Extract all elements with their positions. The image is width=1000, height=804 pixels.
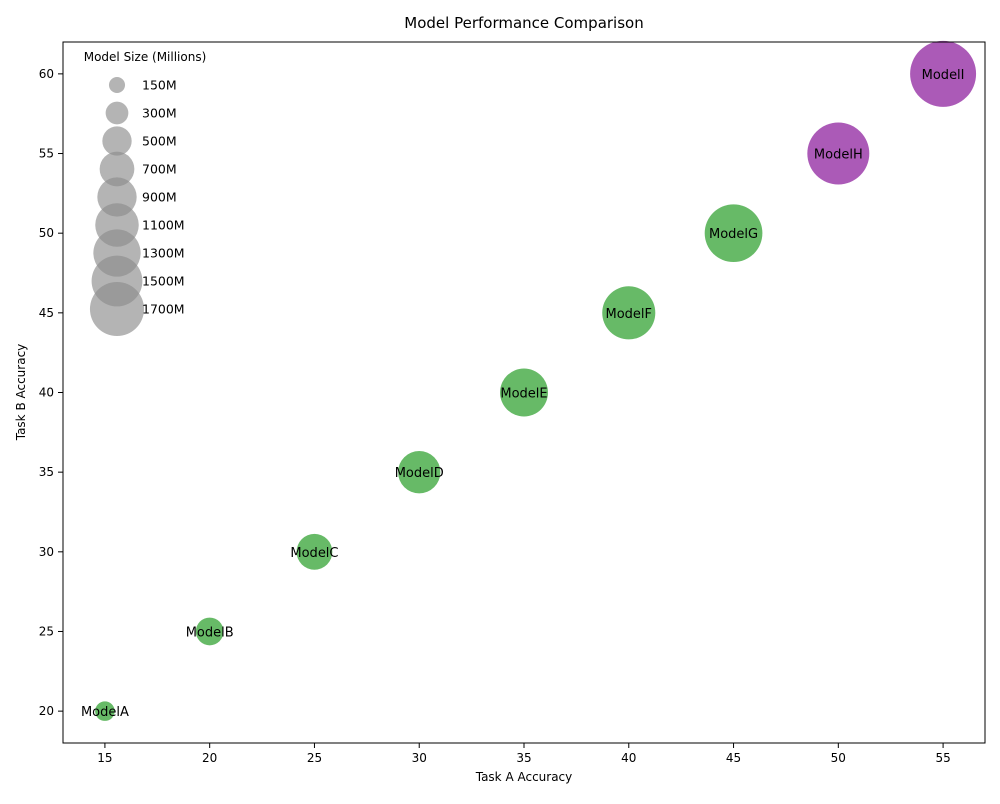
- plot-area: ModelA ModelB ModelC ModelD ModelE ModelF Mode…: [81, 40, 977, 721]
- data-point: [602, 286, 656, 340]
- legend-marker: [108, 76, 126, 94]
- data-point: [398, 450, 441, 494]
- chart-title: Model Performance Comparison: [404, 14, 643, 32]
- data-point: [500, 368, 548, 417]
- y-tick-label: 45: [39, 306, 54, 320]
- x-axis-label: Task A Accuracy: [475, 770, 573, 784]
- point-label: ModelE: [500, 387, 547, 402]
- data-point: [807, 122, 870, 185]
- legend-marker: [89, 281, 145, 337]
- point-label: ModelH: [814, 148, 863, 163]
- point-label: ModelA: [81, 705, 129, 720]
- legend-entry-label: 500M: [142, 134, 177, 149]
- data-point: [296, 533, 333, 570]
- legend-title: Model Size (Millions): [84, 50, 207, 64]
- x-tick-label: 30: [412, 751, 427, 765]
- y-tick-label: 30: [39, 545, 54, 559]
- y-tick-label: 35: [39, 465, 54, 479]
- legend-entry-label: 900M: [142, 190, 177, 205]
- x-tick-label: 35: [516, 751, 531, 765]
- x-tick-label: 50: [831, 751, 846, 765]
- point-label: ModelD: [395, 466, 444, 481]
- y-tick-label: 40: [39, 386, 54, 400]
- data-point: [95, 701, 115, 721]
- x-tick-label: 40: [621, 751, 636, 765]
- data-point: [910, 40, 977, 107]
- y-tick-label: 50: [39, 226, 54, 240]
- data-point: [195, 617, 224, 646]
- legend-entry-label: 150M: [142, 78, 177, 93]
- legend-entry-label: 1500M: [142, 274, 185, 289]
- x-tick-label: 45: [726, 751, 741, 765]
- x-tick-label: 15: [97, 751, 112, 765]
- y-tick-label: 25: [39, 624, 54, 638]
- legend-entry-label: 1700M: [142, 302, 185, 317]
- y-tick-label: 20: [39, 704, 54, 718]
- x-tick-label: 20: [202, 751, 217, 765]
- legend-marker: [99, 151, 135, 187]
- y-axis-label: Task B Accuracy: [14, 344, 28, 442]
- legend-marker: [102, 126, 132, 156]
- x-tick-label: 55: [935, 751, 950, 765]
- legend-entry-label: 1100M: [142, 218, 185, 233]
- point-label: ModelI: [922, 68, 965, 83]
- point-label: ModelB: [186, 625, 234, 640]
- y-tick-label: 55: [39, 147, 54, 161]
- point-label: ModelC: [290, 546, 338, 561]
- x-tick-label: 25: [307, 751, 322, 765]
- legend-entry-label: 700M: [142, 162, 177, 177]
- legend-entry-label: 1300M: [142, 246, 185, 261]
- data-point: [704, 204, 763, 263]
- point-label: ModelF: [606, 307, 653, 322]
- size-legend: 150M 300M 500M 700M 900M 1100M 1300M 1500M 1700M…: [84, 50, 207, 337]
- legend-entry-label: 300M: [142, 106, 177, 121]
- axes: 15 20 25 30 35 40 45 50 55 20 25 30 35 40 45 50 55 60: [39, 67, 951, 765]
- legend-marker: [105, 101, 129, 125]
- point-label: ModelG: [709, 227, 758, 242]
- y-tick-label: 60: [39, 67, 54, 81]
